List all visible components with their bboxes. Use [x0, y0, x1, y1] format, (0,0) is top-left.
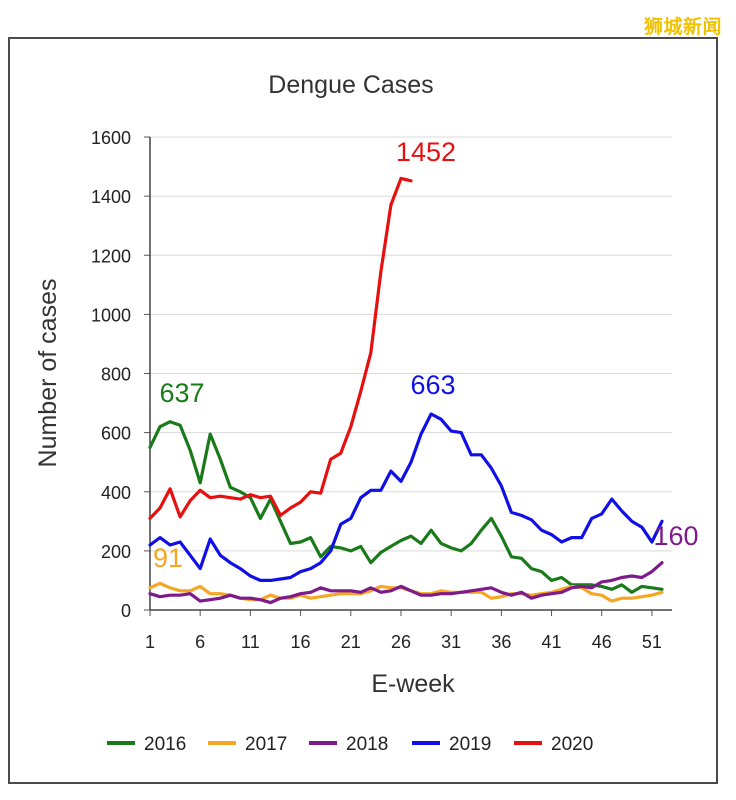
series-line-2016: [148, 420, 664, 594]
y-tick-label: 400: [101, 483, 131, 503]
data-label-2018: 160: [653, 521, 698, 551]
data-label-2020: 1452: [396, 137, 456, 167]
x-tick-label: 51: [642, 632, 662, 652]
legend-label-2018: 2018: [346, 734, 388, 755]
series-line-2019: [148, 412, 664, 583]
x-tick-label: 1: [145, 632, 155, 652]
annotations: 637 91 663 160 1452: [153, 137, 699, 573]
x-tick-label: 46: [592, 632, 612, 652]
x-tick-label: 26: [391, 632, 411, 652]
chart-title: Dengue Cases: [268, 71, 433, 99]
legend-label-2017: 2017: [245, 734, 287, 755]
y-tick-label: 1600: [91, 128, 131, 148]
y-tick-label: 800: [101, 365, 131, 385]
series: [148, 176, 664, 605]
y-tick-label: 1200: [91, 246, 131, 266]
watermark: 狮城新闻: [643, 16, 722, 38]
legend-label-2020: 2020: [551, 734, 593, 755]
x-tick-label: 21: [341, 632, 361, 652]
grid: [150, 136, 672, 552]
series-line-2018: [148, 561, 664, 605]
x-tick-label: 11: [241, 632, 260, 652]
y-tick-label: 600: [101, 424, 131, 444]
y-tick-label: 200: [101, 542, 131, 562]
series-line-2020: [148, 176, 413, 521]
chart-frame: [8, 37, 718, 784]
legend: 2016 2017 2018 2019 2020: [107, 734, 593, 755]
y-tick-label: 1400: [91, 187, 131, 207]
data-label-2019: 663: [410, 370, 455, 400]
x-tick-label: 36: [491, 632, 511, 652]
x-tick-label: 31: [441, 632, 461, 652]
y-tick-label: 0: [121, 601, 131, 621]
y-tick-label: 1000: [91, 305, 131, 325]
x-axis-label: E-week: [371, 670, 455, 698]
legend-label-2019: 2019: [449, 734, 491, 755]
legend-label-2016: 2016: [144, 734, 186, 755]
x-tick-label: 16: [291, 632, 311, 652]
data-label-2016: 637: [159, 378, 204, 408]
y-axis-label: Number of cases: [34, 279, 62, 468]
x-tick-label: 41: [542, 632, 562, 652]
x-tick-label: 6: [195, 632, 205, 652]
data-label-2017: 91: [153, 543, 183, 573]
